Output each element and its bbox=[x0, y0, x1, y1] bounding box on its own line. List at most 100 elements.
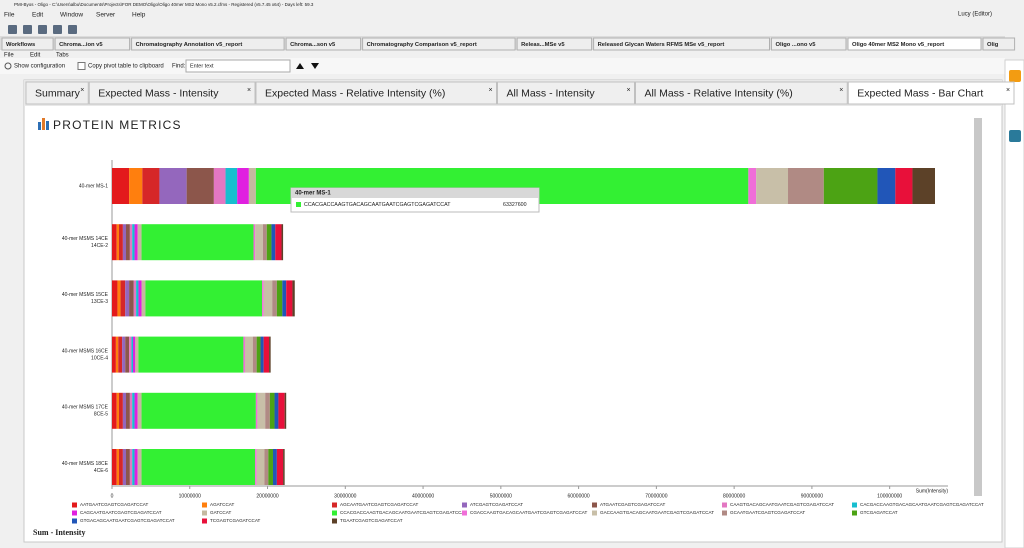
doc-tab[interactable] bbox=[285, 37, 362, 51]
toolbar-icon[interactable] bbox=[68, 25, 77, 34]
bar-segment[interactable] bbox=[256, 336, 261, 373]
menu-item[interactable]: Edit bbox=[32, 12, 43, 19]
bar-segment[interactable] bbox=[134, 224, 138, 261]
bar-segment[interactable] bbox=[132, 336, 136, 373]
toolbar-icon[interactable] bbox=[53, 25, 62, 34]
bar-segment[interactable] bbox=[264, 449, 269, 485]
bar-segment[interactable] bbox=[112, 224, 117, 261]
bar-segment[interactable] bbox=[269, 392, 275, 429]
bar-segment[interactable] bbox=[134, 449, 138, 485]
bar-segment[interactable] bbox=[135, 336, 139, 373]
bar-segment[interactable] bbox=[116, 224, 119, 261]
bar-segment[interactable] bbox=[186, 168, 214, 204]
find-input[interactable] bbox=[185, 59, 291, 73]
bar-segment[interactable] bbox=[132, 392, 135, 429]
show-config[interactable]: Show configuration bbox=[14, 64, 65, 70]
bar-segment[interactable] bbox=[256, 449, 265, 485]
bar-segment[interactable] bbox=[225, 168, 238, 204]
side-icon[interactable] bbox=[1009, 130, 1021, 142]
bar-segment[interactable] bbox=[213, 168, 226, 204]
bar-segment[interactable] bbox=[255, 224, 263, 261]
bar-segment[interactable] bbox=[252, 336, 257, 373]
legend-swatch[interactable] bbox=[462, 510, 467, 516]
bar-segment[interactable] bbox=[262, 224, 267, 261]
bar-segment[interactable] bbox=[237, 168, 249, 204]
bar-segment[interactable] bbox=[125, 336, 130, 373]
bar-segment[interactable] bbox=[272, 280, 277, 317]
bar-segment[interactable] bbox=[263, 336, 270, 373]
view-tab[interactable] bbox=[497, 81, 635, 105]
bar-segment[interactable] bbox=[142, 168, 160, 204]
bar-segment[interactable] bbox=[141, 224, 254, 261]
bar-segment[interactable] bbox=[282, 280, 287, 317]
bar-segment[interactable] bbox=[243, 336, 245, 373]
doc-tab[interactable] bbox=[982, 37, 1016, 51]
toolbar-icon[interactable] bbox=[8, 25, 17, 34]
copy-pivot[interactable]: Copy pivot table to clipboard bbox=[88, 64, 164, 70]
doc-tab[interactable] bbox=[131, 37, 285, 51]
bar-segment[interactable] bbox=[266, 224, 272, 261]
bar-segment[interactable] bbox=[125, 224, 130, 261]
side-icon[interactable] bbox=[1009, 70, 1021, 82]
bar-segment[interactable] bbox=[116, 449, 119, 485]
legend-swatch[interactable] bbox=[592, 510, 597, 516]
doc-tab[interactable] bbox=[593, 37, 770, 51]
bar-segment[interactable] bbox=[133, 280, 137, 317]
bar-segment[interactable] bbox=[274, 392, 279, 429]
bar-segment[interactable] bbox=[134, 392, 138, 429]
bar-segment[interactable] bbox=[112, 449, 117, 485]
legend-swatch[interactable] bbox=[72, 510, 77, 516]
view-tab[interactable] bbox=[847, 81, 1015, 105]
bar-segment[interactable] bbox=[756, 168, 789, 204]
legend-swatch[interactable] bbox=[332, 518, 337, 524]
legend-swatch[interactable] bbox=[202, 518, 207, 524]
tab-close[interactable]: × bbox=[627, 87, 631, 94]
bar-segment[interactable] bbox=[748, 168, 757, 204]
legend-swatch[interactable] bbox=[332, 510, 337, 516]
bar-segment[interactable] bbox=[283, 449, 285, 485]
tab-close[interactable]: × bbox=[80, 87, 84, 94]
bar-segment[interactable] bbox=[255, 449, 257, 485]
bar-segment[interactable] bbox=[129, 280, 134, 317]
menu-item[interactable]: File bbox=[4, 12, 15, 19]
bar-segment[interactable] bbox=[244, 336, 253, 373]
bar-segment[interactable] bbox=[131, 336, 133, 373]
tab-close[interactable]: × bbox=[1006, 87, 1010, 94]
doc-tab[interactable] bbox=[54, 37, 131, 51]
sub-menu-item[interactable]: File bbox=[4, 53, 14, 59]
bar-segment[interactable] bbox=[141, 392, 256, 429]
bar-segment[interactable] bbox=[132, 449, 135, 485]
bar-segment[interactable] bbox=[292, 280, 295, 317]
bar-segment[interactable] bbox=[129, 224, 133, 261]
menu-item[interactable]: Window bbox=[60, 12, 83, 19]
tab-close[interactable]: × bbox=[839, 87, 843, 94]
bar-segment[interactable] bbox=[129, 336, 132, 373]
bar-segment[interactable] bbox=[118, 392, 123, 429]
bar-segment[interactable] bbox=[912, 168, 935, 204]
legend-swatch[interactable] bbox=[332, 502, 337, 508]
legend-swatch[interactable] bbox=[722, 510, 727, 516]
bar-segment[interactable] bbox=[260, 336, 264, 373]
bar-segment[interactable] bbox=[112, 280, 118, 317]
bar-segment[interactable] bbox=[262, 280, 264, 317]
bar-segment[interactable] bbox=[118, 224, 123, 261]
tab-close[interactable]: × bbox=[489, 87, 493, 94]
bar-segment[interactable] bbox=[112, 392, 117, 429]
bar-segment[interactable] bbox=[276, 449, 284, 485]
legend-swatch[interactable] bbox=[202, 510, 207, 516]
bar-segment[interactable] bbox=[120, 280, 126, 317]
legend-swatch[interactable] bbox=[852, 502, 857, 508]
bar-segment[interactable] bbox=[136, 280, 139, 317]
doc-tab[interactable] bbox=[1, 37, 54, 51]
bar-segment[interactable] bbox=[141, 280, 146, 317]
bar-segment[interactable] bbox=[125, 449, 130, 485]
bar-segment[interactable] bbox=[284, 392, 287, 429]
tab-close[interactable]: × bbox=[247, 87, 251, 94]
toolbar-icon[interactable] bbox=[38, 25, 47, 34]
bar-segment[interactable] bbox=[877, 168, 896, 204]
bar-segment[interactable] bbox=[823, 168, 878, 204]
bar-segment[interactable] bbox=[117, 280, 121, 317]
bar-segment[interactable] bbox=[137, 224, 142, 261]
config-icon[interactable] bbox=[4, 62, 12, 70]
bar-segment[interactable] bbox=[122, 449, 126, 485]
